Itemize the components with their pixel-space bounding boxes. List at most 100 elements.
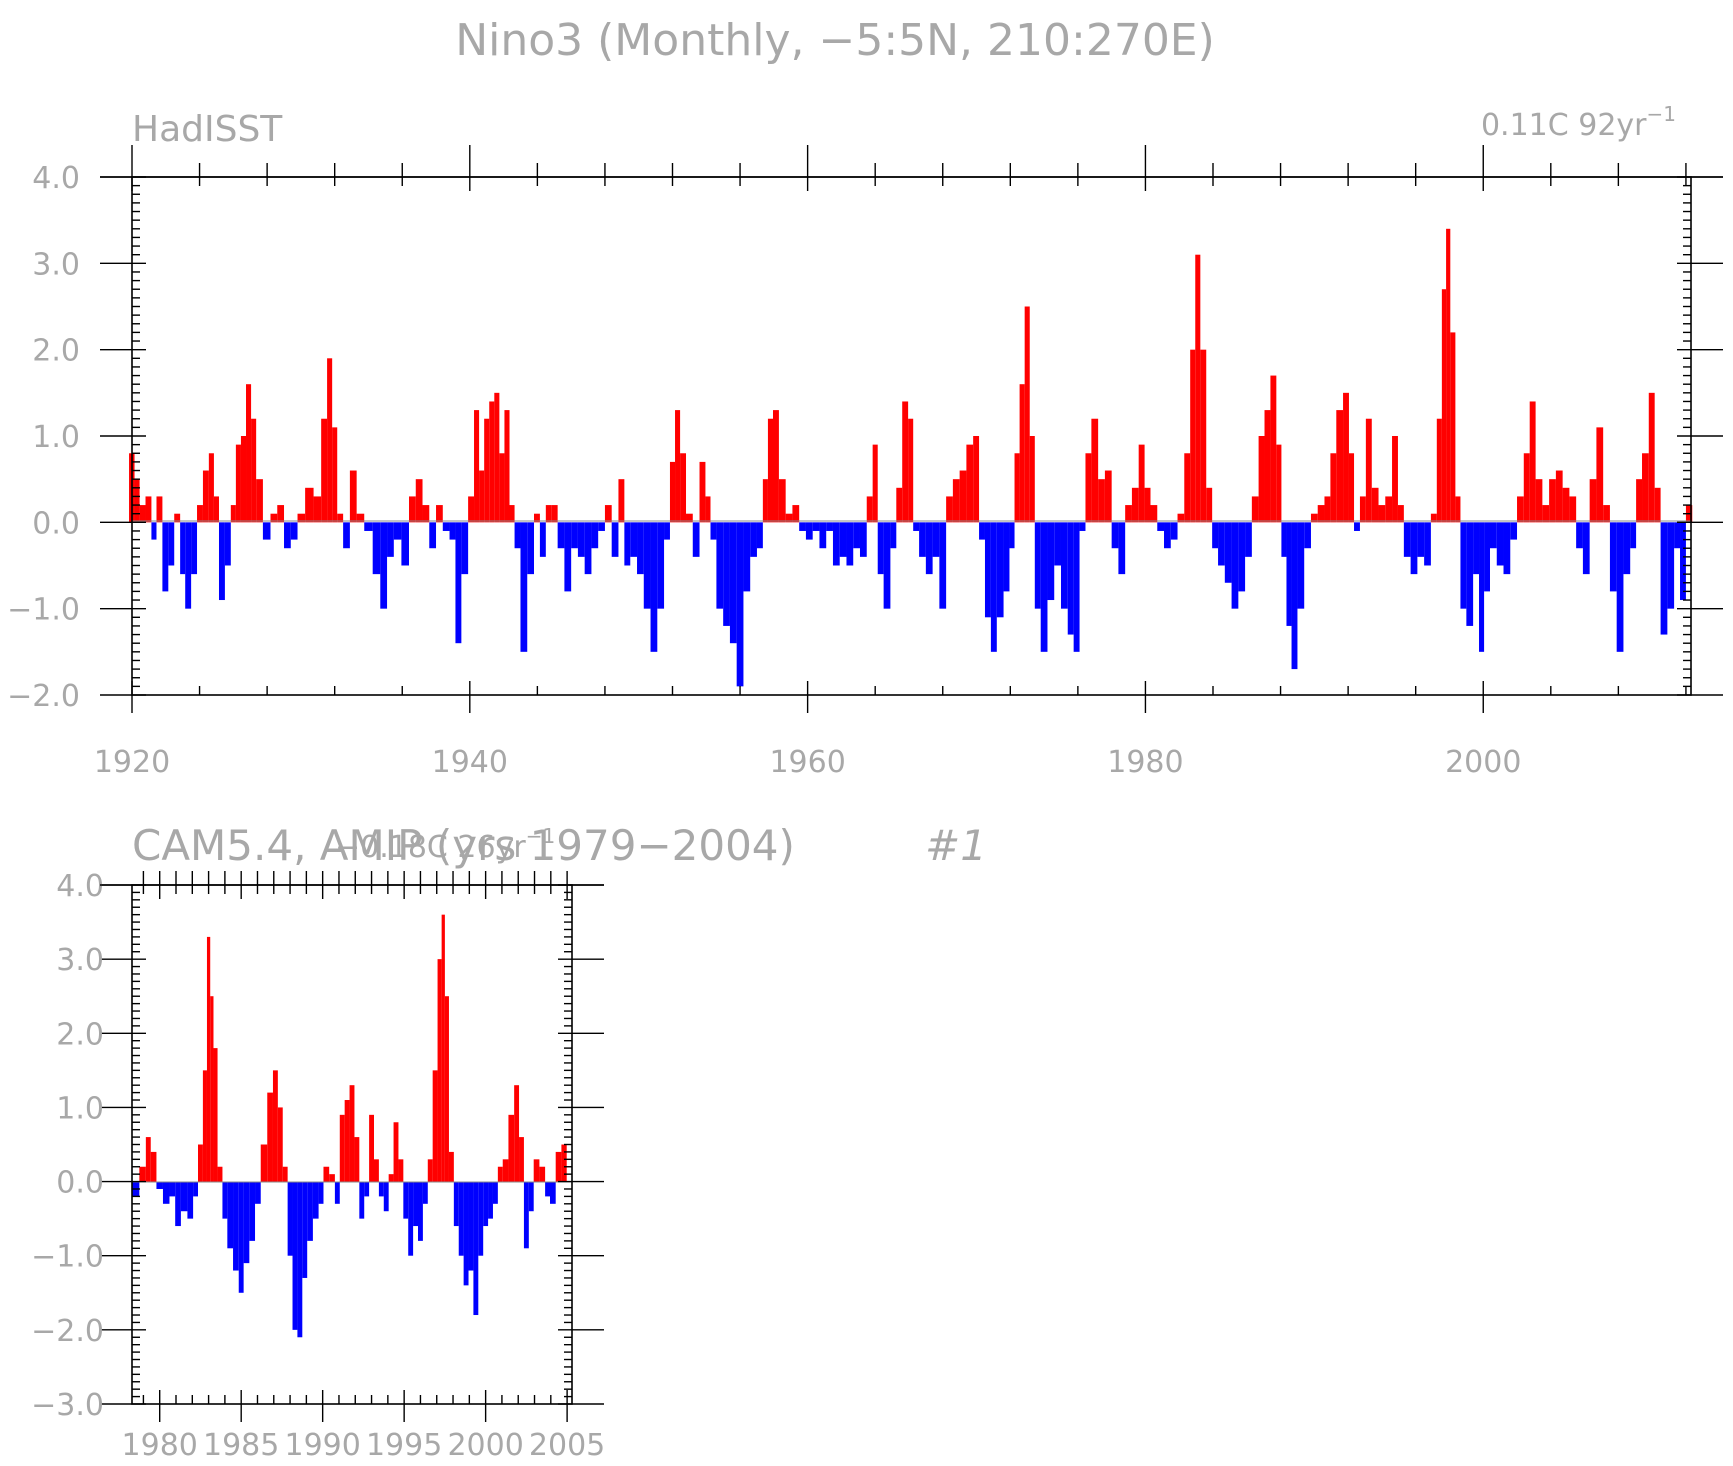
hadisst-positive-bar [356,513,365,523]
cam-positive-bar [519,1137,524,1182]
hadisst-positive-bar [1430,513,1437,523]
hadisst-negative-bar [1212,522,1219,549]
hadisst-negative-bar [859,522,867,557]
hadisst-positive-bar [139,505,146,523]
cam-negative-bar [364,1181,370,1197]
hadisst-positive-bar [1138,444,1145,523]
hadisst-positive-bar [1385,496,1393,523]
hadisst-negative-bar [756,522,763,549]
hadisst-x-tick-label: 1960 [769,745,845,780]
hadisst-negative-bar [1609,522,1617,592]
hadisst-positive-bar [1446,228,1451,523]
hadisst-negative-bar [1466,522,1474,626]
hadisst-negative-bar [162,522,169,592]
cam-positive-bar [437,959,442,1182]
cam-negative-bar [307,1181,313,1241]
hadisst-positive-bar [134,479,140,523]
hadisst-y-tick-label: 1.0 [32,420,80,455]
cam-x-tick-label: 2005 [529,1428,605,1463]
hadisst-negative-bar [584,522,592,575]
hadisst-positive-bar [908,418,914,523]
hadisst-panel-label: HadISST [132,109,283,150]
cam-positive-bar [427,1159,433,1182]
hadisst-positive-bar [1310,513,1318,523]
hadisst-positive-bar [479,470,485,523]
hadisst-positive-bar [767,418,773,523]
hadisst-positive-bar [699,461,706,523]
hadisst-negative-bar [650,522,658,652]
hadisst-positive-bar [1251,496,1259,523]
hadisst-negative-bar [290,522,298,540]
cam-positive-bar [539,1166,546,1182]
hadisst-positive-bar [1636,479,1643,523]
hadisst-negative-bar [1630,522,1637,549]
hadisst-negative-bar [591,522,599,549]
hadisst-negative-bar [890,522,897,549]
hadisst-positive-bar [773,410,779,523]
hadisst-negative-bar [1060,522,1068,609]
cam-positive-bar [344,1100,350,1182]
hadisst-positive-bar [1450,332,1456,523]
cam-positive-bar [508,1114,515,1182]
cam-negative-bar [222,1181,228,1219]
hadisst-positive-bar [762,479,768,523]
hadisst-x-tick-label: 1980 [1107,745,1183,780]
hadisst-positive-bar [1330,453,1337,523]
cam-positive-bar [213,1048,218,1182]
hadisst-positive-bar [1359,496,1366,523]
hadisst-negative-bar [979,522,985,540]
figure-title: Nino3 (Monthly, −5:5N, 210:270E) [455,15,1215,66]
hadisst-negative-bar [1460,522,1467,609]
hadisst-negative-bar [429,522,437,549]
hadisst-negative-bar [577,522,585,557]
hadisst-negative-bar [1157,522,1165,531]
hadisst-positive-bar [246,384,252,523]
hadisst-negative-bar [664,522,670,540]
hadisst-positive-bar [1276,444,1282,523]
hadisst-positive-bar [422,505,430,523]
hadisst-negative-bar [393,522,402,540]
hadisst-positive-bar [1436,418,1442,523]
hadisst-negative-bar [1403,522,1411,557]
hadisst-negative-bar [1224,522,1232,583]
cam-positive-bar [497,1166,503,1182]
hadisst-positive-bar [866,496,873,523]
cam-y-tick-label: −2.0 [31,1314,104,1349]
hadisst-negative-bar [191,522,198,575]
hadisst-negative-bar [643,522,651,609]
hadisst-positive-bar [1549,479,1556,523]
hadisst-positive-bar [208,453,214,523]
hadisst-negative-bar [1034,522,1041,609]
hadisst-positive-bar [313,496,322,523]
hadisst-negative-bar [442,522,450,531]
hadisst-positive-bar [1098,479,1105,523]
hadisst-positive-bar [436,505,443,523]
hadisst-negative-bar [1490,522,1497,549]
hadisst-positive-bar [1014,453,1020,523]
hadisst-positive-bar [1397,505,1404,523]
hadisst-negative-bar [1054,522,1061,566]
hadisst-negative-bar [1286,522,1292,626]
hadisst-negative-bar [1354,522,1360,531]
hadisst-y-tick-label: −2.0 [7,679,80,714]
cam-positive-bar [374,1159,379,1182]
hadisst-positive-bar [680,453,687,523]
hadisst-positive-bar [327,358,333,523]
cam-negative-bar [243,1181,250,1264]
hadisst-negative-bar [990,522,997,652]
hadisst-negative-bar [571,522,578,549]
hadisst-positive-bar [1270,375,1277,523]
cam-positive-bar [206,936,211,1182]
hadisst-positive-bar [1562,487,1570,523]
hadisst-negative-bar [1479,522,1485,652]
hadisst-positive-bar [1195,254,1201,523]
hadisst-negative-bar [1484,522,1490,592]
cam-negative-bar [528,1181,534,1212]
hadisst-positive-bar [1317,505,1325,523]
hadisst-positive-bar [545,505,552,523]
cam-negative-bar [378,1181,384,1197]
hadisst-negative-bar [826,522,833,531]
hadisst-negative-bar [380,522,388,609]
hadisst-positive-bar [332,427,338,523]
cam-x-tick-label: 1980 [122,1428,198,1463]
